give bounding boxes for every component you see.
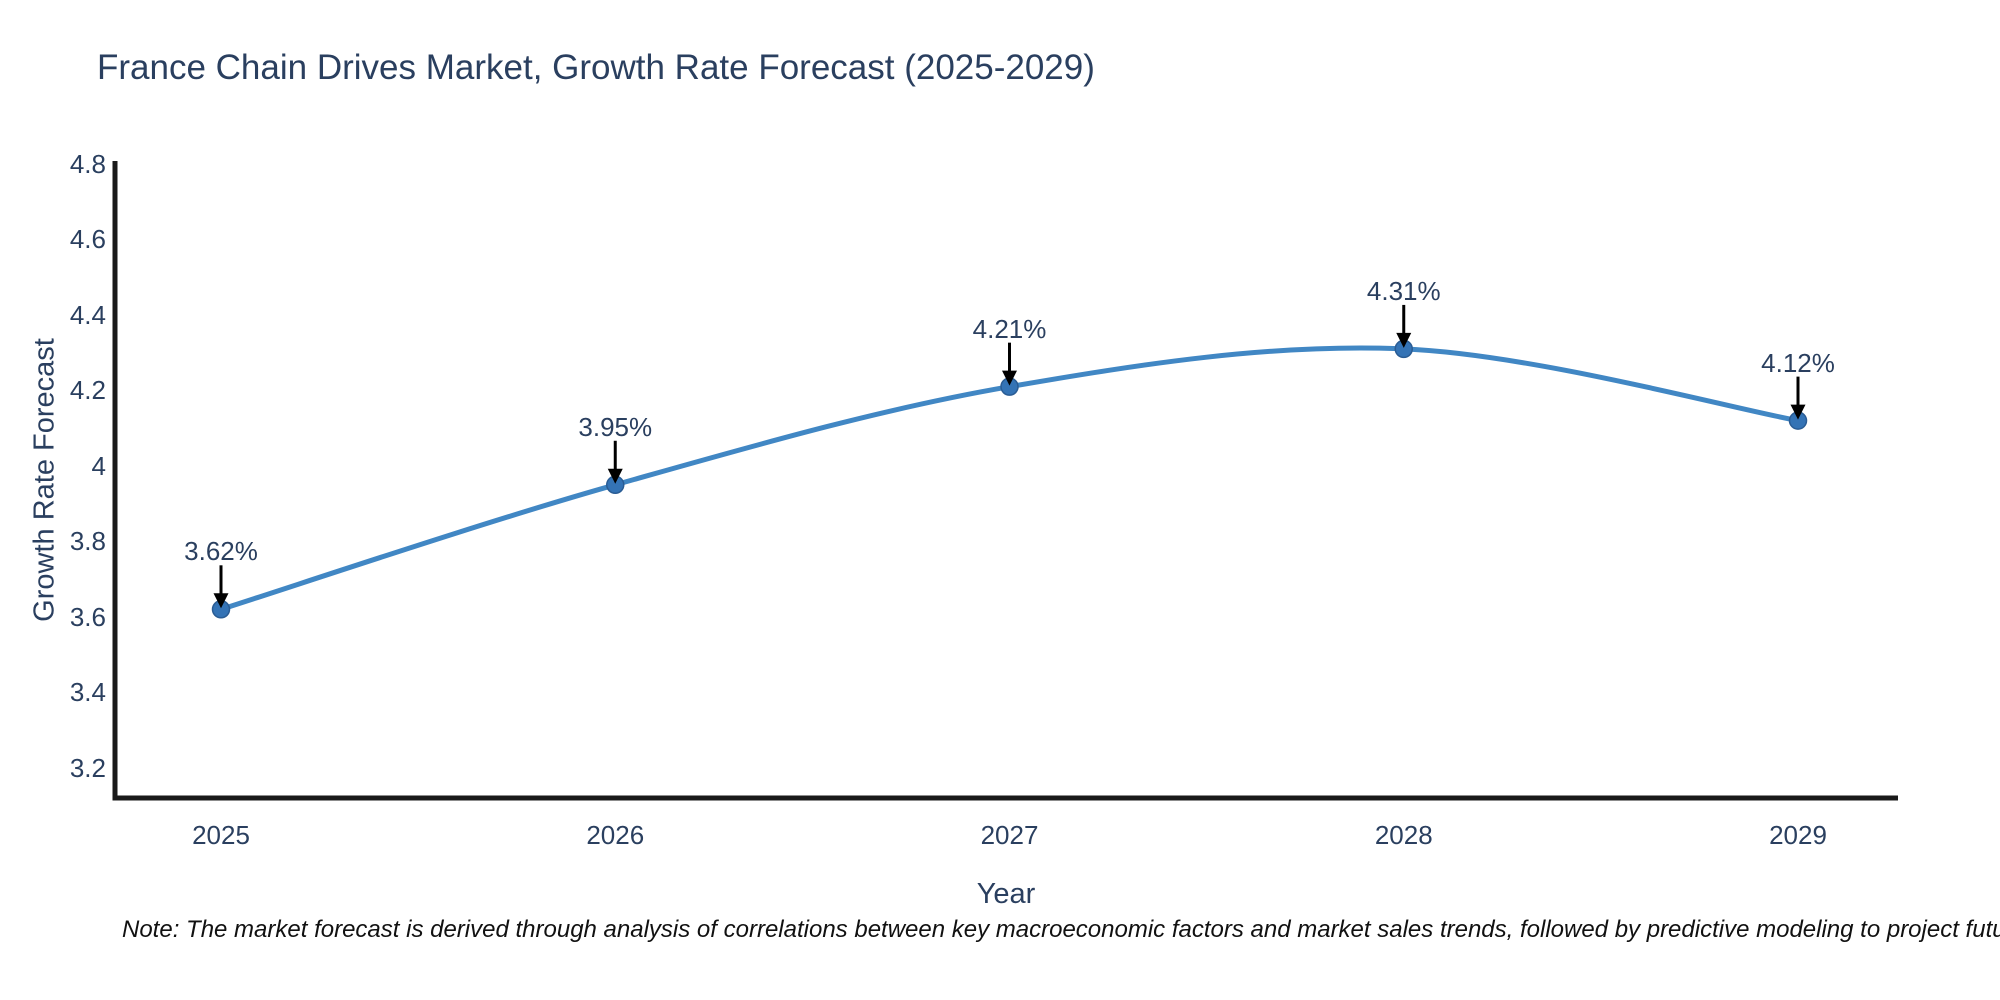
y-tick-label: 3.8 (69, 526, 106, 557)
x-tick-label: 2029 (1769, 820, 1827, 850)
y-tick-label: 3.2 (69, 752, 106, 783)
x-tick-label: 2026 (586, 820, 645, 850)
annotation-arrow-head (607, 468, 623, 484)
chart-title: France Chain Drives Market, Growth Rate … (97, 48, 1095, 87)
annotation-arrow-head (213, 593, 229, 609)
x-axis-title: Year (976, 878, 1036, 910)
y-tick-label: 3.4 (69, 677, 106, 708)
chart-note: Note: The market forecast is derived thr… (122, 916, 2000, 943)
y-tick-label: 4.4 (69, 299, 106, 330)
annotation-arrow-head (1002, 370, 1017, 386)
annotation-arrow-head (1790, 404, 1806, 420)
y-tick-label: 3.6 (69, 601, 106, 632)
point-annotation-label: 4.31% (1366, 275, 1441, 306)
x-tick-label: 2027 (980, 820, 1039, 850)
point-annotation-label: 4.12% (1761, 347, 1835, 378)
y-tick-label: 4.8 (69, 149, 106, 179)
point-annotation-label: 4.21% (972, 313, 1047, 344)
x-tick-label: 2028 (1374, 820, 1433, 850)
y-tick-label: 4 (91, 450, 106, 481)
y-tick-label: 4.2 (69, 375, 106, 406)
annotation-arrow-head (1396, 332, 1412, 348)
x-tick-label: 2025 (192, 820, 250, 850)
point-annotation-label: 3.62% (184, 536, 258, 567)
y-tick-label: 4.6 (69, 224, 106, 255)
point-annotation-label: 3.95% (578, 411, 653, 442)
